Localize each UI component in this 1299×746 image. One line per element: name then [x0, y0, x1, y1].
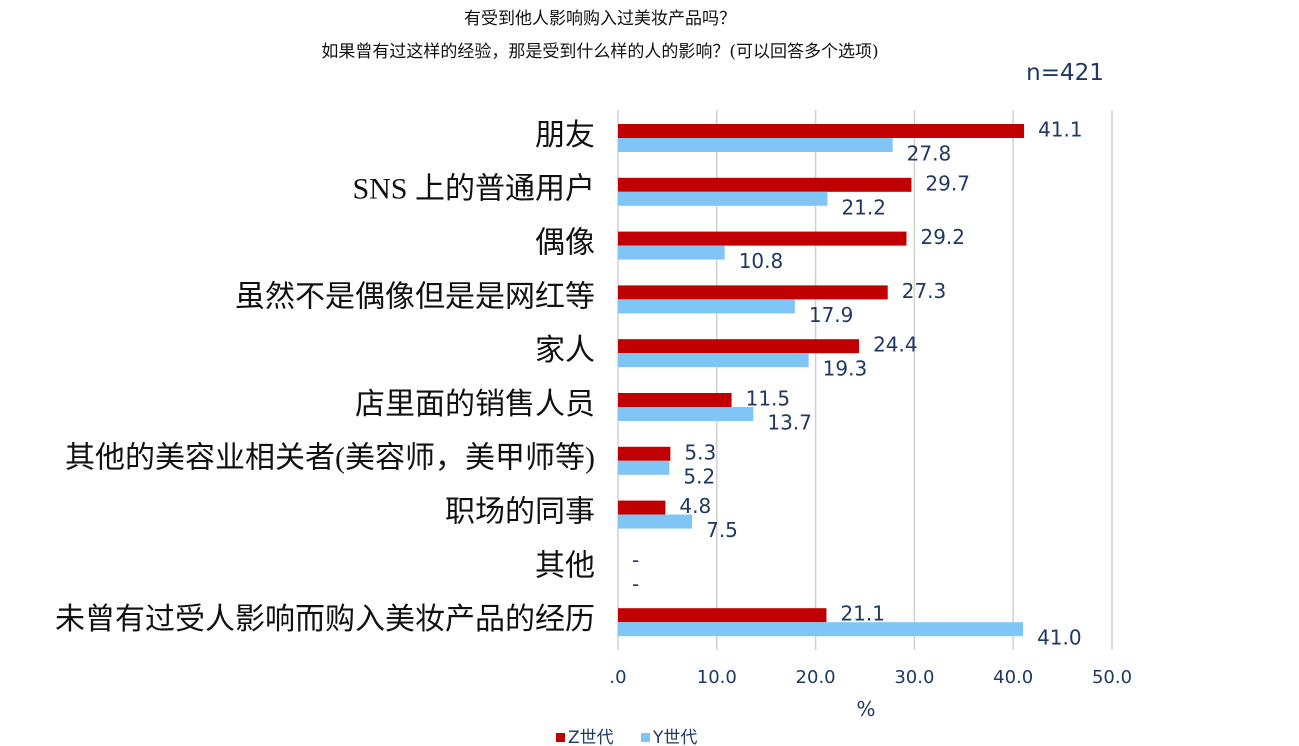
x-axis-label: % [856, 697, 875, 721]
bar [618, 608, 827, 623]
annotation: n=421 [1026, 60, 1104, 86]
category-label: 未曾有过受人影响而购入美妆产品的经历 [55, 603, 595, 636]
bar [618, 138, 893, 152]
bar [618, 285, 888, 300]
legend-label: Z世代 [568, 728, 614, 746]
x-tick-label: 10.0 [697, 667, 737, 688]
value-label: 5.3 [684, 440, 716, 464]
bar [618, 231, 907, 246]
category-label: 家人 [535, 334, 595, 367]
x-tick-label: .0 [609, 667, 626, 688]
value-label: 21.1 [840, 602, 885, 626]
bar [618, 514, 693, 529]
category-label: 偶像 [535, 226, 595, 259]
bar [618, 191, 828, 206]
value-label: 11.5 [746, 387, 791, 411]
category-label: 其他的美容业相关者(美容师，美甲师等) [65, 442, 595, 475]
bar [618, 393, 732, 407]
bar [618, 446, 671, 461]
bar [618, 124, 1025, 138]
value-label: 7.5 [706, 518, 738, 542]
value-label: - [632, 548, 639, 572]
value-label: 24.4 [873, 333, 918, 357]
legend-swatch [556, 733, 565, 742]
bar [618, 407, 754, 421]
value-label: 41.1 [1038, 118, 1083, 142]
bar [618, 299, 795, 314]
bar [618, 500, 666, 515]
x-tick-label: 20.0 [796, 667, 836, 688]
value-label: 10.8 [739, 249, 784, 273]
value-label: 29.7 [925, 171, 970, 195]
value-label: 5.2 [683, 464, 715, 488]
category-label: 其他 [535, 549, 595, 582]
category-label: 职场的同事 [445, 495, 595, 528]
legend-label: Y世代 [652, 728, 697, 746]
value-label: 27.3 [902, 279, 947, 303]
value-label: 29.2 [920, 225, 965, 249]
category-label: 店里面的销售人员 [355, 388, 595, 421]
bar [618, 460, 670, 475]
bar [618, 353, 809, 368]
value-label: 21.2 [841, 195, 886, 219]
x-tick-label: 50.0 [1092, 667, 1132, 688]
value-label: 41.0 [1037, 626, 1082, 650]
category-label: 虽然不是偶像但是是网红等 [235, 280, 595, 313]
category-label: SNS 上的普通用户 [352, 173, 595, 206]
bar [618, 177, 912, 192]
value-label: 17.9 [809, 303, 854, 327]
x-tick-label: 30.0 [894, 667, 934, 688]
chart-title: 有受到他人影响购入过美妆产品吗？ [464, 9, 736, 29]
value-label: 19.3 [823, 357, 868, 381]
legend-swatch [641, 733, 650, 742]
bar [618, 622, 1024, 637]
value-label: - [632, 572, 639, 596]
bar [618, 245, 725, 260]
value-label: 13.7 [767, 411, 812, 435]
bar [618, 339, 860, 354]
value-label: 27.8 [907, 142, 952, 166]
value-label: 4.8 [679, 494, 711, 518]
x-tick-label: 40.0 [993, 667, 1033, 688]
category-label: 朋友 [535, 119, 595, 152]
chart-subtitle: 如果曾有过这样的经验，那是受到什么样的人的影响？(可以回答多个选项) [321, 42, 878, 62]
